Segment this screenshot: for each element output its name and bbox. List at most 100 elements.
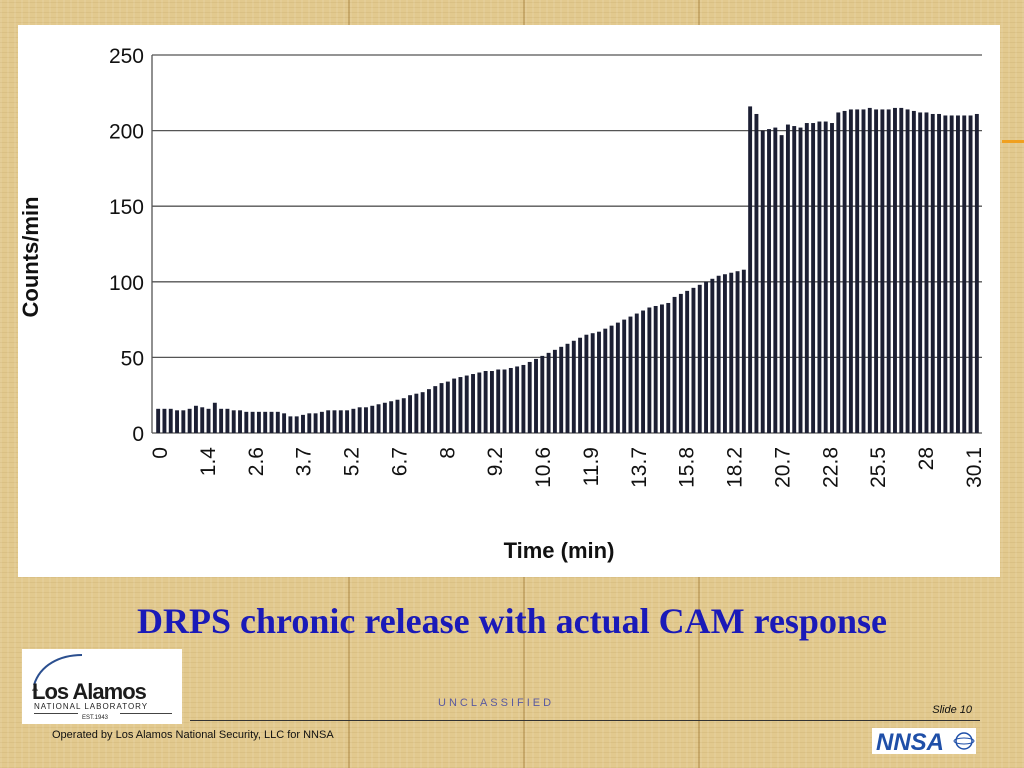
bar <box>672 296 677 433</box>
bar <box>433 386 438 433</box>
bar <box>326 410 331 433</box>
bar <box>710 278 715 433</box>
bar <box>489 371 494 433</box>
bar <box>156 408 161 433</box>
bar <box>395 399 400 433</box>
bar <box>836 112 841 434</box>
bar <box>943 115 948 433</box>
bar <box>219 408 224 433</box>
bar <box>773 127 778 433</box>
bar <box>370 405 375 433</box>
bar <box>886 109 891 434</box>
slide-number: Slide 10 <box>932 704 972 716</box>
classification-label: UNCLASSIFIED <box>438 697 555 709</box>
bar <box>502 369 507 433</box>
x-tick-label: 15.8 <box>676 447 699 488</box>
y-tick-label: 250 <box>109 45 144 68</box>
bar <box>294 416 299 433</box>
x-axis-title: Time (min) <box>504 538 615 563</box>
bar <box>546 352 551 433</box>
x-tick-label: 0 <box>149 447 172 459</box>
x-tick-labels: 0 1.4 2.6 3.7 5.2 6.7 8 9.2 10.6 11.9 13.7 15.8 18.2… <box>149 447 986 488</box>
bar <box>956 115 960 433</box>
bar <box>250 411 255 433</box>
bar <box>301 414 305 433</box>
los-alamos-logo: Los Alamos NATIONAL LABORATORY EST.1943 <box>22 649 182 724</box>
bar <box>168 408 173 433</box>
bar <box>962 115 967 433</box>
bar <box>389 401 394 433</box>
x-tick-label: 25.5 <box>867 447 890 488</box>
x-tick-label: 1.4 <box>197 447 220 477</box>
bar <box>722 274 727 433</box>
bar-chart: 0 50 100 150 200 250 0 1.4 2.6 3.7 5.2 6.7 8 9.2 10.6… <box>18 45 986 563</box>
x-tick-label: 18.2 <box>724 447 747 488</box>
bar <box>905 109 910 434</box>
bar <box>628 316 633 433</box>
bar <box>200 407 205 433</box>
x-tick-label: 5.2 <box>341 447 364 476</box>
bar <box>225 408 230 433</box>
bar <box>477 372 482 433</box>
bar <box>830 123 834 433</box>
y-axis-title: Counts/min <box>18 197 43 318</box>
bar <box>231 410 236 433</box>
bar <box>823 121 828 433</box>
bar <box>584 334 589 433</box>
bar <box>439 383 444 433</box>
bar <box>181 410 186 433</box>
bar <box>848 109 853 434</box>
bar <box>408 395 412 433</box>
bar <box>464 375 469 433</box>
bar <box>338 410 343 433</box>
y-tick-label: 0 <box>132 423 144 446</box>
bar <box>319 411 324 433</box>
bar <box>414 393 419 433</box>
bar <box>911 110 916 433</box>
bar <box>968 115 973 433</box>
svg-text:NNSA: NNSA <box>876 729 944 754</box>
bar <box>785 124 790 434</box>
bar <box>282 413 287 433</box>
bar <box>603 328 608 433</box>
bar <box>867 107 872 434</box>
bar <box>193 405 198 433</box>
bar <box>458 377 463 433</box>
y-tick-label: 50 <box>121 347 144 370</box>
bar <box>345 410 350 433</box>
bar <box>420 392 425 433</box>
bar <box>515 366 520 433</box>
y-tick-label: 200 <box>109 121 144 144</box>
bar <box>552 349 557 433</box>
logo-name: Los Alamos <box>32 679 147 704</box>
bar <box>527 361 532 433</box>
bar <box>565 343 570 433</box>
bar <box>748 106 753 433</box>
slide-title: DRPS chronic release with actual CAM res… <box>137 601 887 641</box>
bar <box>634 313 639 433</box>
logo-divider <box>34 713 78 714</box>
y-tick-labels: 0 50 100 150 200 250 <box>109 45 144 446</box>
bar <box>401 398 406 433</box>
bar <box>918 112 923 434</box>
bar <box>974 113 979 433</box>
x-tick-label: 8 <box>436 447 459 459</box>
bar <box>263 411 268 433</box>
bar <box>187 408 192 433</box>
y-tick-label: 100 <box>109 272 144 295</box>
bar <box>590 333 595 433</box>
bar <box>817 121 822 433</box>
bar <box>899 107 904 434</box>
bar <box>508 367 513 433</box>
bar <box>275 411 280 433</box>
bar <box>798 127 803 433</box>
bar <box>364 407 368 433</box>
bar <box>212 402 217 433</box>
bar <box>697 284 702 433</box>
bar <box>288 416 293 433</box>
bar <box>269 411 274 433</box>
atom-swoosh-icon <box>32 654 83 691</box>
bar <box>534 358 538 433</box>
footer-divider <box>190 720 980 721</box>
x-tick-label: 13.7 <box>628 447 651 488</box>
